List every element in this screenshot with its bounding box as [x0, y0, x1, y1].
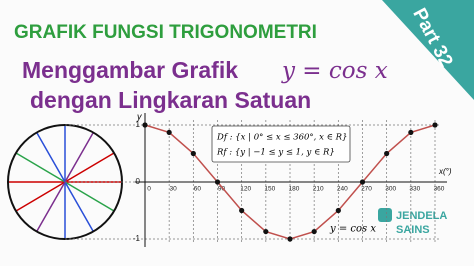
x-tick-label: 30 [170, 186, 178, 193]
point [287, 236, 293, 242]
point [263, 228, 269, 235]
x-tick-label: 300 [385, 186, 396, 193]
title: GRAFIK FUNGSI TRIGONOMETRI [14, 22, 317, 43]
point [384, 150, 390, 157]
y-axis-label: y [136, 111, 142, 121]
point [335, 207, 341, 214]
logo-text: SAINS [396, 224, 430, 236]
x-tick-label: 240 [337, 186, 348, 193]
point [142, 122, 148, 128]
subtitle: dengan Lingkaran Satuan [30, 87, 311, 113]
x-tick-label: 210 [313, 186, 324, 193]
point [239, 207, 245, 214]
point [214, 179, 221, 185]
formula: y = cos x [281, 58, 388, 84]
x-tick-label: 120 [240, 186, 251, 193]
point [311, 228, 317, 235]
point [190, 150, 196, 157]
point [166, 129, 172, 136]
x-tick-label: 360 [434, 186, 445, 193]
x-tick-label: 90 [218, 186, 226, 193]
subtitle: Menggambar Grafik [22, 57, 238, 83]
y-tick-label: -1 [133, 234, 141, 243]
annotation: Df : {x | 0° ≤ x ≤ 360°, x ∈ R} [216, 133, 347, 143]
logo: JENDELA SAINS [378, 208, 447, 236]
x-tick-label: 330 [409, 186, 420, 193]
x-tick-label: 60 [194, 186, 202, 193]
x-tick-label: 270 [361, 186, 372, 193]
logo-text: JENDELA [396, 210, 447, 222]
annotation: y = cos x [329, 224, 376, 235]
point [432, 122, 438, 128]
annotation-box [211, 125, 351, 163]
x-tick-label: 180 [289, 186, 300, 193]
x-tick-label: 0 [147, 186, 151, 193]
point [359, 179, 366, 185]
annotation: Rf : {y | −1 ≤ y ≤ 1, y ∈ R} [216, 148, 335, 158]
point [408, 129, 414, 136]
y-tick-label: 1 [136, 120, 141, 129]
x-axis-label: x(°) [438, 167, 452, 176]
x-tick-label: 150 [264, 186, 275, 193]
badge [382, 0, 474, 100]
